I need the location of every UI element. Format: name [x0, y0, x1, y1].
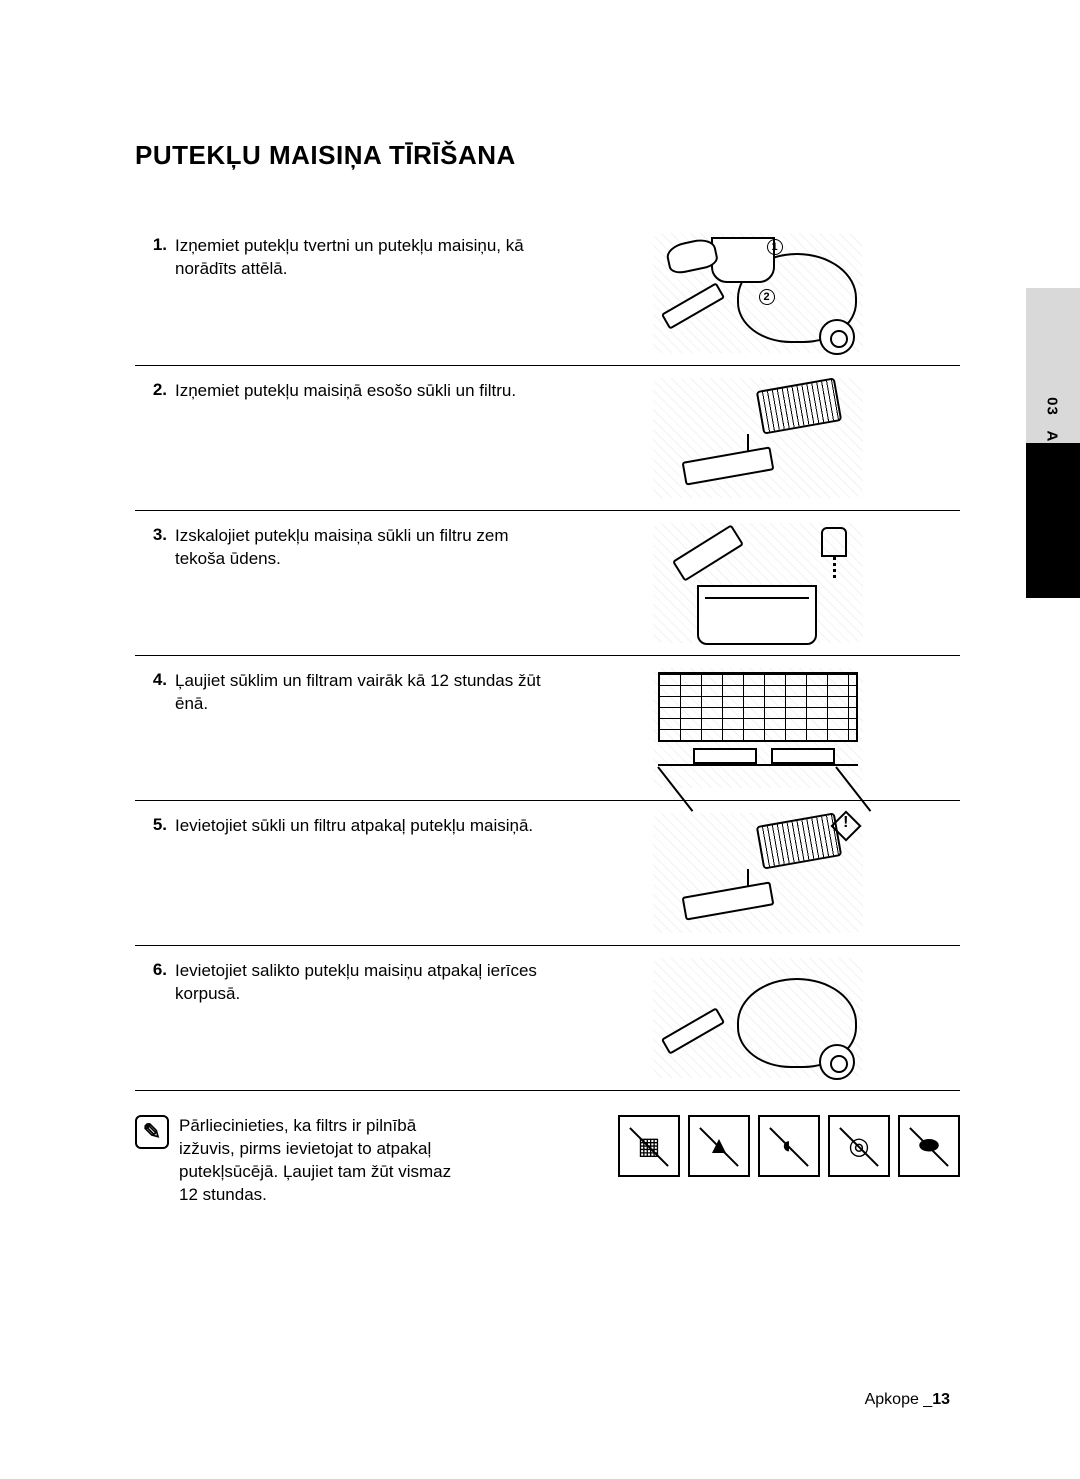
no-water-icon: ◐ — [758, 1115, 820, 1177]
footer-section: Apkope _ — [865, 1391, 933, 1408]
step-illustration: ! — [555, 811, 960, 935]
step-text: Izņemiet putekļu maisiņā esošo sūkli un … — [175, 376, 555, 500]
step-number: 5. — [135, 811, 175, 935]
step-5: 5. Ievietojiet sūkli un filtru atpakaļ p… — [135, 801, 960, 946]
note-icon: ✎ — [135, 1115, 169, 1149]
step-illustration — [555, 376, 960, 500]
step-1: 1. Izņemiet putekļu tvertni un putekļu m… — [135, 221, 960, 366]
steps-list: 1. Izņemiet putekļu tvertni un putekļu m… — [135, 221, 960, 1091]
section-tab-text: APKOPE — [1044, 430, 1061, 499]
step-4: 4. Ļaujiet sūklim un filtram vairāk kā 1… — [135, 656, 960, 801]
step-number: 4. — [135, 666, 175, 790]
step-text: Ļaujiet sūklim un filtram vairāk kā 12 s… — [175, 666, 555, 790]
no-microwave-icon: ▦ — [618, 1115, 680, 1177]
step-6: 6. Ievietojiet salikto putekļu maisiņu a… — [135, 946, 960, 1091]
step-2: 2. Izņemiet putekļu maisiņā esošo sūkli … — [135, 366, 960, 511]
no-iron-icon: ⬬ — [898, 1115, 960, 1177]
no-washing-machine-icon: ◎ — [828, 1115, 890, 1177]
step-3: 3. Izskalojiet putekļu maisiņa sūkli un … — [135, 511, 960, 656]
step-number: 2. — [135, 376, 175, 500]
footer-page: 13 — [932, 1391, 950, 1408]
step-illustration: 12 — [555, 231, 960, 355]
step-number: 3. — [135, 521, 175, 645]
step-number: 1. — [135, 231, 175, 355]
step-number: 6. — [135, 956, 175, 1080]
step-text: Ievietojiet sūkli un filtru atpakaļ pute… — [175, 811, 555, 935]
note-text: Pārliecinieties, ka filtrs ir pilnībā iz… — [179, 1115, 479, 1207]
step-text: Izņemiet putekļu tvertni un putekļu mais… — [175, 231, 555, 355]
step-illustration — [555, 521, 960, 645]
note-block: ✎ Pārliecinieties, ka filtrs ir pilnībā … — [135, 1115, 960, 1207]
page-title: PUTEKĻU MAISIŅA TĪRĪŠANA — [135, 140, 960, 171]
step-illustration — [555, 666, 960, 790]
step-illustration — [555, 956, 960, 1080]
no-fire-icon: ▲ — [688, 1115, 750, 1177]
prohibition-icons: ▦ ▲ ◐ ◎ ⬬ — [479, 1115, 960, 1177]
step-text: Ievietojiet salikto putekļu maisiņu atpa… — [175, 956, 555, 1080]
step-text: Izskalojiet putekļu maisiņa sūkli un fil… — [175, 521, 555, 645]
section-tab: 03 APKOPE — [1026, 288, 1080, 598]
page-footer: Apkope _13 — [865, 1391, 950, 1409]
section-tab-number: 03 — [1044, 397, 1061, 416]
section-tab-label: 03 APKOPE — [1044, 309, 1061, 589]
